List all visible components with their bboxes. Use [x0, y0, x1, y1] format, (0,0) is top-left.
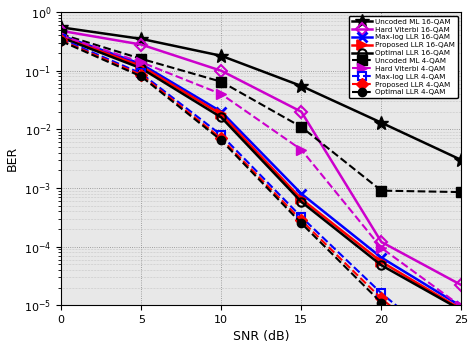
Max-log LLR 16-QAM: [458, 304, 464, 309]
Uncoded ML 16-QAM: [379, 121, 384, 125]
Hard Viterbi 4-QAM: [58, 34, 64, 38]
Optimal LLR 4-QAM: [138, 74, 144, 79]
Proposed LLR 16-QAM: [299, 197, 304, 201]
Line: Proposed LLR 16-QAM: Proposed LLR 16-QAM: [56, 32, 466, 314]
Line: Uncoded ML 16-QAM: Uncoded ML 16-QAM: [54, 21, 468, 167]
Hard Viterbi 4-QAM: [458, 304, 464, 309]
Optimal LLR 16-QAM: [458, 308, 464, 312]
Max-log LLR 16-QAM: [58, 34, 64, 38]
Max-log LLR 16-QAM: [138, 62, 144, 66]
Proposed LLR 16-QAM: [379, 260, 384, 264]
Uncoded ML 4-QAM: [219, 80, 224, 84]
Max-log LLR 16-QAM: [379, 255, 384, 260]
Line: Hard Viterbi 16-QAM: Hard Viterbi 16-QAM: [57, 27, 465, 289]
Uncoded ML 4-QAM: [379, 188, 384, 193]
Proposed LLR 16-QAM: [58, 35, 64, 39]
Max-log LLR 4-QAM: [219, 133, 224, 137]
Max-log LLR 16-QAM: [299, 192, 304, 196]
Proposed LLR 16-QAM: [138, 64, 144, 68]
Max-log LLR 4-QAM: [379, 291, 384, 295]
Line: Max-log LLR 4-QAM: Max-log LLR 4-QAM: [57, 35, 465, 349]
Uncoded ML 4-QAM: [299, 125, 304, 129]
Proposed LLR 4-QAM: [219, 136, 224, 141]
Optimal LLR 4-QAM: [58, 39, 64, 43]
Uncoded ML 16-QAM: [138, 37, 144, 41]
Line: Uncoded ML 4-QAM: Uncoded ML 4-QAM: [56, 29, 466, 197]
Optimal LLR 16-QAM: [299, 200, 304, 204]
Uncoded ML 16-QAM: [58, 25, 64, 29]
Uncoded ML 4-QAM: [58, 32, 64, 36]
Optimal LLR 16-QAM: [58, 35, 64, 39]
X-axis label: SNR (dB): SNR (dB): [233, 331, 290, 343]
Hard Viterbi 4-QAM: [219, 92, 224, 96]
Optimal LLR 16-QAM: [219, 115, 224, 119]
Hard Viterbi 16-QAM: [219, 69, 224, 73]
Optimal LLR 4-QAM: [299, 221, 304, 225]
Hard Viterbi 4-QAM: [138, 60, 144, 64]
Line: Proposed LLR 4-QAM: Proposed LLR 4-QAM: [57, 36, 465, 349]
Hard Viterbi 4-QAM: [379, 246, 384, 250]
Optimal LLR 16-QAM: [379, 263, 384, 267]
Proposed LLR 16-QAM: [458, 307, 464, 311]
Max-log LLR 4-QAM: [138, 71, 144, 75]
Hard Viterbi 4-QAM: [299, 148, 304, 152]
Max-log LLR 4-QAM: [299, 215, 304, 219]
Hard Viterbi 16-QAM: [138, 43, 144, 47]
Line: Optimal LLR 16-QAM: Optimal LLR 16-QAM: [57, 33, 465, 314]
Hard Viterbi 16-QAM: [58, 29, 64, 33]
Uncoded ML 16-QAM: [219, 54, 224, 58]
Optimal LLR 16-QAM: [138, 66, 144, 70]
Proposed LLR 16-QAM: [219, 112, 224, 117]
Hard Viterbi 16-QAM: [379, 240, 384, 244]
Hard Viterbi 16-QAM: [299, 110, 304, 114]
Legend: Uncoded ML 16-QAM, Hard Viterbi 16-QAM, Max-log LLR 16-QAM, Proposed LLR 16-QAM,: Uncoded ML 16-QAM, Hard Viterbi 16-QAM, …: [349, 16, 458, 98]
Uncoded ML 4-QAM: [138, 57, 144, 61]
Line: Optimal LLR 4-QAM: Optimal LLR 4-QAM: [57, 37, 465, 349]
Uncoded ML 16-QAM: [299, 84, 304, 88]
Optimal LLR 4-QAM: [219, 138, 224, 142]
Y-axis label: BER: BER: [6, 146, 18, 171]
Optimal LLR 4-QAM: [379, 300, 384, 305]
Hard Viterbi 16-QAM: [458, 283, 464, 287]
Proposed LLR 4-QAM: [58, 38, 64, 43]
Max-log LLR 16-QAM: [219, 110, 224, 114]
Line: Max-log LLR 16-QAM: Max-log LLR 16-QAM: [56, 31, 466, 311]
Uncoded ML 4-QAM: [458, 190, 464, 194]
Proposed LLR 4-QAM: [138, 73, 144, 77]
Proposed LLR 4-QAM: [379, 296, 384, 300]
Max-log LLR 4-QAM: [58, 37, 64, 41]
Proposed LLR 4-QAM: [299, 218, 304, 222]
Line: Hard Viterbi 4-QAM: Hard Viterbi 4-QAM: [56, 31, 466, 311]
Uncoded ML 16-QAM: [458, 158, 464, 162]
